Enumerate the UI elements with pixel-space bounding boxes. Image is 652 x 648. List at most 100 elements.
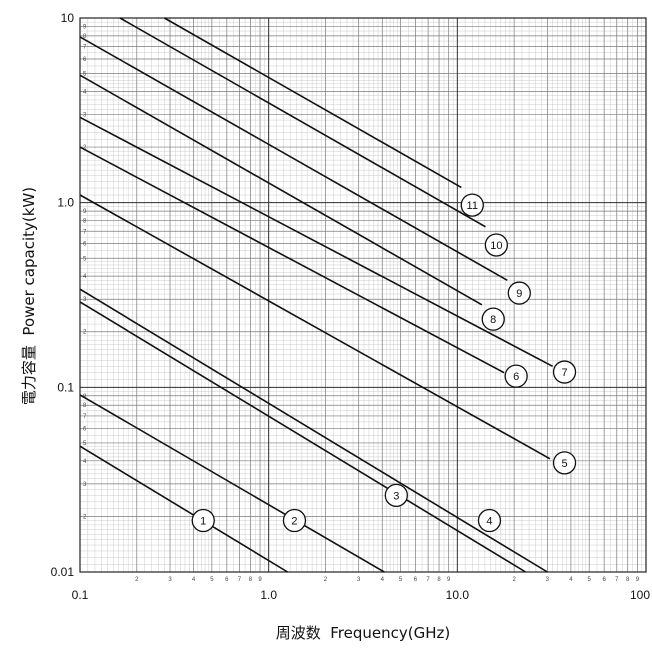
y-tick-label: 0.1 [57,380,74,394]
series-lines [79,17,553,573]
x-tick-labels: 0.1 1.0 10.0 100 [72,588,651,602]
y-minor-tick-label: 4 [83,89,87,95]
series-label-9: 9 [507,281,531,305]
series-label-7: 7 [552,360,577,384]
series-label-circle [481,307,505,331]
y-tick-label: 1.0 [57,196,74,210]
y-minor-tick-label: 5 [83,256,87,262]
series-label-5: 5 [552,451,577,475]
x-minor-tick-label: 5 [399,577,403,583]
y-minor-tick-label: 6 [83,242,87,248]
y-minor-tick-label: 3 [83,482,87,488]
series-line-11 [164,17,462,189]
y-minor-tick-label: 5 [83,441,87,447]
series-line-4 [79,301,527,573]
plot-frame [79,17,647,573]
x-minor-tick-label: 4 [569,577,573,583]
series-label-text: 6 [513,371,519,383]
x-tick-label: 10.0 [446,588,470,602]
x-minor-tick-label: 8 [626,577,630,583]
y-minor-tick-label: 7 [83,414,87,420]
series-label-text: 7 [561,367,567,379]
x-minor-tick-label: 7 [238,577,242,583]
y-axis-label: 電力容量 Power capacity(kW) [20,187,38,405]
y-minor-tick-label: 3 [83,113,87,119]
x-minor-tick-label: 6 [602,577,606,583]
y-minor-tick-label: 4 [83,274,87,280]
series-line-7 [79,116,553,368]
y-tick-labels: 0.01 0.1 1.0 10 [51,11,75,579]
x-minor-tick-label: 4 [381,577,385,583]
x-minor-tick-label: 3 [168,577,172,583]
x-minor-tick-label: 9 [447,577,451,583]
x-minor-tick-label: 4 [192,577,196,583]
x-minor-tick-label: 7 [615,577,619,583]
x-tick-label: 0.1 [72,588,89,602]
y-minor-tick-label: 2 [83,145,87,151]
series-line-3 [79,288,548,573]
y-minor-tick-label: 6 [83,426,87,432]
x-minor-tick-label: 2 [135,577,139,583]
series-label-text: 4 [486,516,492,528]
y-minor-tick-label: 3 [83,297,87,303]
x-minor-tick-label: 2 [512,577,516,583]
series-label-text: 3 [393,490,399,502]
series-label-circle [507,281,531,305]
y-minor-tick-label: 7 [83,45,87,51]
series-label-circle [504,364,528,388]
series-label-10: 10 [484,233,509,257]
x-minor-tick-label: 3 [546,577,550,583]
grid [79,18,646,573]
series-label-circle [191,508,215,533]
y-minor-tick-label: 8 [83,34,87,40]
y-minor-tick-label: 8 [83,219,87,225]
x-minor-tick-label: 3 [357,577,361,583]
x-minor-tick-label: 9 [258,577,262,583]
y-minor-tick-label: 9 [83,209,87,215]
x-minor-tick-label: 7 [426,577,430,583]
series-line-2 [79,394,385,573]
x-minor-tick-label: 5 [588,577,592,583]
series-label-1: 1 [191,508,215,533]
x-minor-tick-label: 6 [225,577,229,583]
x-tick-label: 100 [630,588,650,602]
x-minor-tick-label: 9 [636,577,640,583]
series-label-text: 10 [490,240,502,252]
x-minor-tick-label: 8 [249,577,253,583]
series-label-4: 4 [477,508,502,533]
y-minor-tick-label: 2 [83,330,87,336]
x-minor-tick-label: 5 [210,577,214,583]
series-label-circle [282,508,307,533]
x-axis-label: 周波数 Frequency(GHz) [276,624,451,642]
series-line-9 [79,36,508,281]
y-tick-label: 10 [61,11,75,25]
series-line-5 [79,194,551,460]
y-minor-tick-label: 4 [83,459,87,465]
minor-tick-labels: 2 3 4 5 6 7 8 9 2 3 4 5 6 7 8 9 2 3 4 5 6 7 8 92345678923456789… [83,24,640,583]
x-minor-tick-label: 6 [414,577,418,583]
series-label-circle [384,483,408,508]
y-minor-tick-label: 7 [83,229,87,235]
series-label-text: 2 [291,516,297,528]
y-tick-label: 0.01 [51,565,75,579]
series-label-circle [552,360,577,384]
series-label-6: 6 [504,364,528,388]
series-label-circle [477,508,502,533]
series-label-text: 8 [490,314,496,326]
series-labels: 1 2 3 4 5 6 7 8 9 10 11 [191,193,577,533]
series-line-10 [119,17,486,228]
series-label-8: 8 [481,307,505,331]
x-tick-label: 1.0 [260,588,277,602]
y-minor-tick-label: 5 [83,72,87,78]
series-label-circle [484,233,509,257]
series-line-1 [79,445,289,573]
y-minor-tick-label: 2 [83,514,87,520]
series-label-circle [552,451,577,475]
y-minor-tick-label: 9 [83,24,87,30]
series-line-8 [79,74,483,306]
series-label-3: 3 [384,483,408,508]
series-label-text: 1 [200,516,206,528]
y-minor-tick-label: 8 [83,403,87,409]
series-label-circle [460,193,484,217]
